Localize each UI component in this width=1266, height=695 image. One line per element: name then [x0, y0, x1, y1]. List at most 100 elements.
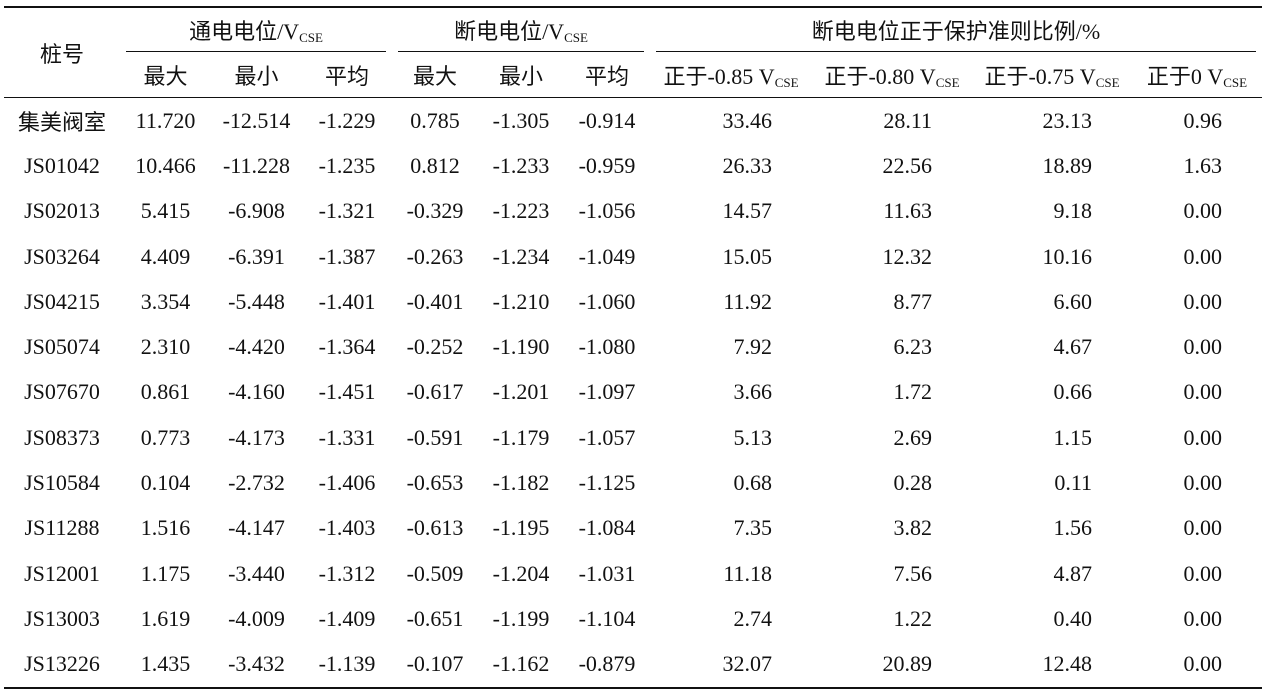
value-cell: -1.056: [578, 198, 636, 224]
value-cell: 0.00: [1183, 470, 1223, 496]
value-cell: -1.233: [492, 152, 550, 178]
value-cell: -1.312: [318, 560, 376, 586]
value-cell: 3.66: [733, 379, 773, 405]
value-cell: -6.908: [228, 198, 285, 224]
value-cell: 2.69: [893, 424, 933, 450]
value-cell: 4.87: [1053, 560, 1093, 586]
pile-id-cell: JS04215: [24, 288, 100, 314]
value-cell: 0.773: [140, 424, 191, 450]
pile-id-cell: JS13003: [24, 605, 100, 631]
value-cell: 18.89: [1042, 152, 1093, 178]
value-cell: -0.914: [578, 107, 636, 133]
pile-id-cell: 集美阀室: [17, 109, 106, 135]
value-cell: -1.403: [318, 515, 376, 541]
value-cell: -1.084: [578, 515, 636, 541]
value-cell: -1.305: [492, 107, 550, 133]
value-cell: -0.263: [406, 243, 464, 269]
table-row: JS08373 0.773 -4.173 -1.331 -0.591 -1.179 -1.0…: [4, 415, 1262, 460]
value-cell: 26.33: [722, 152, 773, 178]
table-row: JS11288 1.516 -4.147 -1.403 -0.613 -1.195 -1.0…: [4, 506, 1262, 551]
value-cell: -0.617: [406, 379, 464, 405]
value-cell: -1.182: [492, 470, 550, 496]
value-cell: -0.252: [406, 334, 464, 360]
value-cell: 0.00: [1183, 243, 1223, 269]
value-cell: -1.195: [492, 515, 550, 541]
value-cell: -0.591: [406, 424, 464, 450]
column-header: 最小: [498, 63, 543, 89]
value-cell: -1.104: [578, 605, 636, 631]
value-cell: 1.175: [140, 560, 191, 586]
pile-id-cell: JS11288: [24, 515, 100, 541]
value-cell: -4.420: [228, 334, 285, 360]
value-cell: 5.13: [733, 424, 773, 450]
value-cell: -1.235: [318, 152, 376, 178]
column-header: 最大: [143, 63, 188, 89]
value-cell: -0.401: [406, 288, 464, 314]
table-row: JS12001 1.175 -3.440 -1.312 -0.509 -1.204 -1.0…: [4, 551, 1262, 596]
column-header: 平均: [584, 63, 629, 89]
value-cell: -1.031: [578, 560, 636, 586]
column-header: 最小: [234, 63, 279, 89]
value-cell: -1.179: [492, 424, 550, 450]
value-cell: -11.228: [222, 152, 290, 178]
pile-id-cell: JS07670: [24, 379, 100, 405]
column-header: 平均: [324, 63, 369, 89]
value-cell: 23.13: [1042, 107, 1093, 133]
table-row: JS10584 0.104 -2.732 -1.406 -0.653 -1.182 -1.1…: [4, 460, 1262, 505]
pile-id-cell: JS05074: [24, 334, 100, 360]
column-header: 正于0 VCSE: [1146, 63, 1248, 90]
table-row: JS02013 5.415 -6.908 -1.321 -0.329 -1.223 -1.0…: [4, 189, 1262, 234]
value-cell: 0.00: [1183, 424, 1223, 450]
value-cell: -1.080: [578, 334, 636, 360]
value-cell: 14.57: [722, 198, 773, 224]
value-cell: -1.321: [318, 198, 376, 224]
value-cell: -0.107: [406, 651, 464, 677]
value-cell: 0.66: [1053, 379, 1093, 405]
value-cell: -0.509: [406, 560, 464, 586]
value-cell: 11.63: [883, 198, 932, 224]
value-cell: 11.720: [135, 107, 196, 133]
value-cell: 0.00: [1183, 334, 1223, 360]
value-cell: 0.28: [893, 470, 933, 496]
table-row: JS13226 1.435 -3.432 -1.139 -0.107 -1.162 -0.8…: [4, 642, 1262, 688]
value-cell: -1.097: [578, 379, 636, 405]
value-cell: 1.516: [140, 515, 191, 541]
value-cell: 1.15: [1053, 424, 1093, 450]
value-cell: 0.00: [1183, 605, 1223, 631]
value-cell: -1.190: [492, 334, 550, 360]
value-cell: -1.204: [492, 560, 550, 586]
value-cell: -1.401: [318, 288, 376, 314]
value-cell: -1.364: [318, 334, 376, 360]
column-header: 正于-0.75 VCSE: [984, 63, 1120, 90]
table-row: JS07670 0.861 -4.160 -1.451 -0.617 -1.201 -1.0…: [4, 370, 1262, 415]
value-cell: 0.785: [410, 107, 460, 133]
value-cell: 4.409: [140, 243, 191, 269]
value-cell: -6.391: [228, 243, 285, 269]
value-cell: -1.057: [578, 424, 636, 450]
table-row: 集美阀室 11.720 -12.514 -1.229 0.785 -1.305 -0.914…: [4, 98, 1262, 144]
value-cell: 15.05: [722, 243, 773, 269]
value-cell: 2.310: [140, 334, 191, 360]
value-cell: 11.92: [723, 288, 772, 314]
pile-id-cell: JS12001: [24, 560, 100, 586]
value-cell: 0.861: [140, 379, 191, 405]
pile-id-cell: JS03264: [24, 243, 100, 269]
value-cell: 12.48: [1042, 651, 1093, 677]
value-cell: -1.049: [578, 243, 636, 269]
table-row: JS01042 10.466 -11.228 -1.235 0.812 -1.233 -0.…: [4, 143, 1262, 188]
value-cell: -0.329: [406, 198, 464, 224]
value-cell: 22.56: [882, 152, 933, 178]
value-cell: -1.229: [318, 107, 376, 133]
column-header: 最大: [412, 63, 457, 89]
value-cell: -1.409: [318, 605, 376, 631]
value-cell: 32.07: [722, 651, 773, 677]
value-cell: 2.74: [733, 605, 773, 631]
value-cell: 4.67: [1053, 334, 1093, 360]
value-cell: 10.16: [1042, 243, 1093, 269]
value-cell: 7.56: [893, 560, 933, 586]
value-cell: 1.56: [1053, 515, 1093, 541]
value-cell: 1.435: [140, 651, 191, 677]
value-cell: 28.11: [883, 107, 932, 133]
value-cell: -4.160: [228, 379, 285, 405]
value-cell: -1.406: [318, 470, 376, 496]
